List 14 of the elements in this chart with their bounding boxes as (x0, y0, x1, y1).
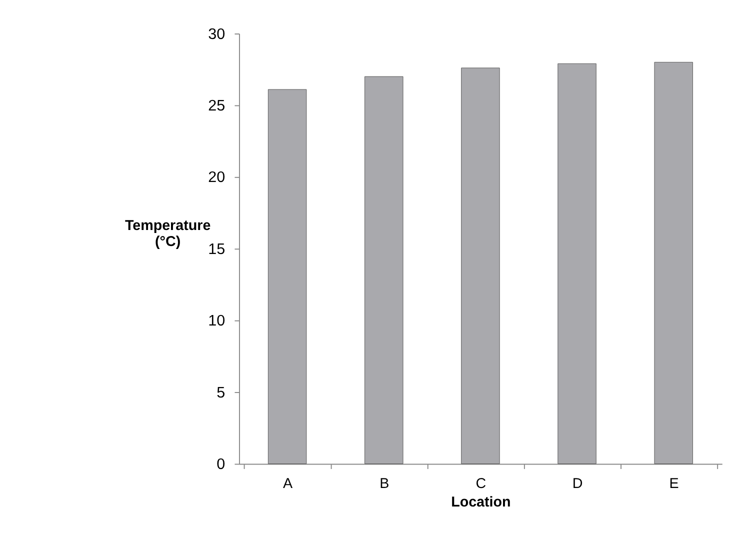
x-tick-label: D (572, 476, 583, 492)
y-tick-label: 5 (216, 384, 226, 402)
x-tick-label: E (669, 476, 679, 492)
y-axis-title: Temperature (°C) (124, 218, 211, 250)
y-tick-label: 0 (216, 456, 226, 474)
y-tick-label: 25 (208, 97, 226, 114)
x-tick-label: C (476, 476, 486, 492)
y-tick-label: 20 (208, 169, 226, 186)
y-tick-label: 10 (208, 312, 226, 330)
y-tick-label: 15 (208, 240, 226, 258)
x-tick-label: B (380, 476, 390, 492)
y-tick-label: 30 (208, 26, 226, 43)
x-tick-label: A (283, 476, 294, 492)
x-axis-title: Location (451, 494, 511, 510)
